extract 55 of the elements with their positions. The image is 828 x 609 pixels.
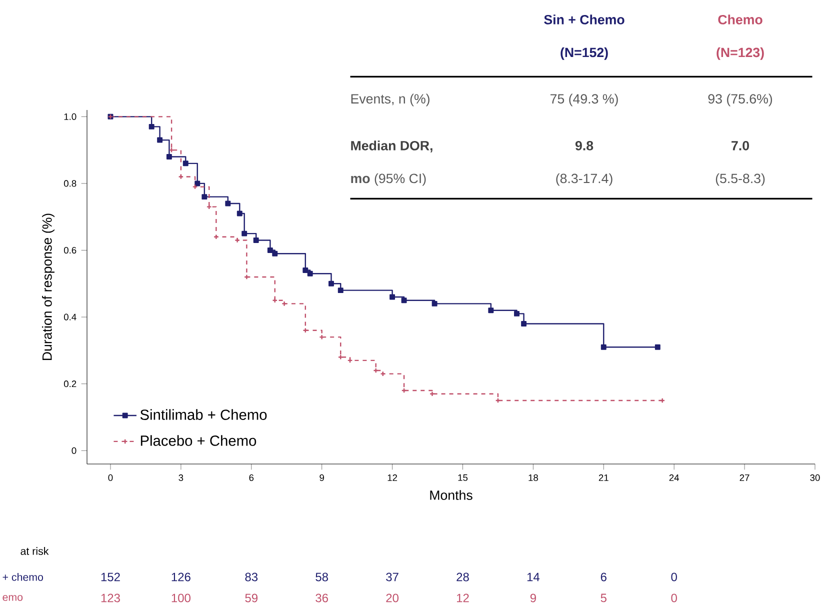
text: 126 [172,572,190,582]
text: 83 [245,572,258,582]
text: 152 [101,572,120,582]
text: 37 [386,572,398,582]
text: 123 [101,594,120,602]
text: 6 [600,572,606,582]
text: Events, n (%) [351,94,430,106]
text: (N=123) [716,47,764,60]
text: at risk [20,547,49,555]
text: Chemo [718,14,762,24]
y-tick-label: 0 [72,447,76,454]
text: 20 [386,594,399,602]
annotation: 9.8 [575,140,594,150]
text: 36 [316,594,328,602]
x-axis-title: Months [430,490,472,500]
text: 0 [671,594,677,602]
x-tick-label: 6 [249,474,254,481]
text: (N=152) [560,47,608,60]
text: 5 [600,594,606,602]
text: emo [2,595,23,601]
y-axis-title: Duration of response (%) [42,214,54,360]
x-tick-label: 24 [669,474,680,481]
text: 100 [172,594,190,602]
x-tick-label: 30 [810,474,820,481]
x-tick-label: 21 [598,474,608,481]
x-tick-label: 0 [108,474,113,481]
text: 28 [456,572,469,582]
text: + chemo [2,573,44,581]
x-tick-label: 27 [740,474,750,481]
y-tick-label: 0.6 [64,246,76,254]
legend-label: Placebo + Chemo [140,435,256,446]
text: 58 [316,572,328,582]
x-tick-label: 12 [388,474,398,481]
x-tick-label: 3 [178,474,184,481]
annotation: 7.0 [732,140,749,150]
y-tick-label: 0.8 [64,180,76,187]
x-tick-label: 18 [528,474,538,481]
text: 12 [457,594,469,602]
annotation: mo (95% CI) [351,173,426,186]
y-tick-label: 0.4 [64,314,76,320]
text: 14 [527,572,540,582]
text: 0 [671,572,677,582]
text: 9 [530,594,536,602]
text: 93 (75.6%) [708,94,772,106]
text: Sin + Chemo [544,14,624,24]
x-tick-label: 15 [458,474,468,481]
x-tick-label: 9 [320,474,324,481]
annotation: Median DOR, [351,140,432,152]
annotation: (8.3-17.4) [556,173,612,186]
legend-label: Sintilimab + Chemo [140,409,267,420]
text: 75 (49.3 %) [550,94,618,106]
annotation: (5.5-8.3) [716,173,765,186]
y-tick-label: 0.2 [64,380,76,388]
text: 59 [245,594,258,602]
y-tick-label: 1.0 [64,113,76,120]
